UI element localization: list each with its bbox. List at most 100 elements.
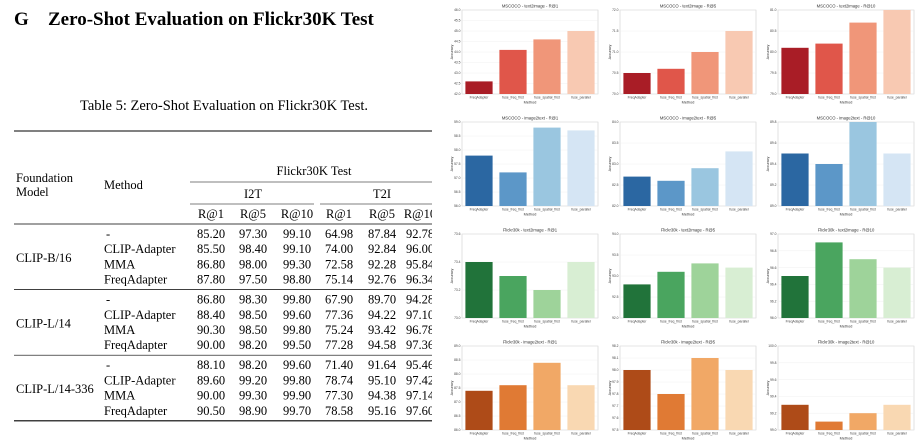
- y-tick-label: 81.0: [770, 8, 777, 12]
- x-tick-label: fuse_spatial_first: [692, 320, 718, 324]
- x-tick-label: fuse_freq_first: [818, 432, 840, 436]
- y-tick-label: 97.5: [612, 428, 619, 432]
- table-cell: 95.46: [406, 358, 432, 372]
- table-cell: 78.58: [325, 404, 353, 418]
- bar: [499, 172, 527, 206]
- table-cell: 77.36: [325, 308, 353, 322]
- y-tick-label: 79.5: [770, 71, 777, 75]
- y-tick-label: 71.5: [612, 29, 619, 33]
- table-cell: 90.30: [197, 323, 225, 337]
- y-tick-label: 83.5: [612, 141, 619, 145]
- header-foundation: Foundation: [16, 171, 74, 185]
- method-label: CLIP-Adapter: [104, 308, 176, 322]
- subplot: Flickr30k - text2image - R@10 96.0 96.2 96.…: [766, 228, 915, 329]
- y-tick-label: 98.2: [612, 344, 619, 348]
- metric-header: R@10: [281, 207, 313, 221]
- table-cell: 94.22: [368, 308, 396, 322]
- bar: [623, 73, 651, 94]
- y-tick-label: 59.0: [454, 120, 461, 124]
- table-cell: 96.34: [406, 273, 432, 287]
- y-tick-label: 94.0: [612, 232, 619, 236]
- x-tick-label: fuse_spatial_first: [850, 432, 876, 436]
- table-cell: 87.84: [368, 227, 397, 241]
- bar: [815, 164, 843, 206]
- bar: [883, 267, 911, 318]
- table-cell: 99.50: [283, 338, 311, 352]
- y-tick-label: 72.0: [612, 8, 619, 12]
- subplot: Flickr30k - text2image - R@1 73.0 73.2 73.4…: [450, 228, 599, 329]
- subplot: MSCOCO - text2image - R@1 42.0 42.5 43.0 43.…: [450, 4, 599, 105]
- y-tick-label: 99.2: [770, 411, 777, 415]
- bar: [725, 370, 753, 430]
- x-tick-label: FreqAdapter: [470, 96, 490, 100]
- table-cell: 97.14: [406, 389, 432, 403]
- table-cell: 77.30: [325, 389, 353, 403]
- method-label: MMA: [104, 257, 135, 271]
- table-cell: 74.00: [325, 242, 353, 256]
- table-cell: 97.50: [239, 273, 267, 287]
- table-cell: 85.20: [197, 227, 225, 241]
- bar: [567, 385, 595, 430]
- table-cell: 96.78: [406, 323, 432, 337]
- y-axis-label: Accuracy: [450, 156, 454, 171]
- metric-header: R@1: [326, 207, 352, 221]
- y-tick-label: 92.0: [612, 316, 619, 320]
- x-tick-label: fuse_parallel: [571, 432, 590, 436]
- y-tick-label: 43.5: [454, 61, 461, 65]
- y-tick-label: 89.8: [770, 120, 777, 124]
- y-tick-label: 84.0: [612, 120, 619, 124]
- x-axis-label: Method: [524, 437, 537, 441]
- bar: [533, 362, 561, 430]
- x-tick-label: fuse_freq_first: [818, 320, 840, 324]
- y-tick-label: 45.0: [454, 29, 461, 33]
- table-cell: 86.80: [197, 257, 225, 271]
- x-tick-label: fuse_spatial_first: [850, 96, 876, 100]
- bar: [623, 370, 651, 430]
- y-tick-label: 96.0: [770, 316, 777, 320]
- table-cell: 99.30: [283, 257, 311, 271]
- y-tick-label: 93.0: [612, 274, 619, 278]
- y-tick-label: 89.4: [770, 162, 777, 166]
- y-tick-label: 71.0: [612, 50, 619, 54]
- subplot-title: MSCOCO - image2text - R@10: [817, 116, 876, 121]
- x-tick-label: fuse_parallel: [887, 432, 906, 436]
- x-tick-label: FreqAdapter: [786, 208, 806, 212]
- table-cell: 98.00: [239, 257, 267, 271]
- y-tick-label: 70.0: [612, 92, 619, 96]
- table-cell: 92.28: [368, 257, 396, 271]
- x-tick-label: FreqAdapter: [470, 432, 490, 436]
- x-axis-label: Method: [682, 437, 695, 441]
- bar: [657, 68, 685, 94]
- subplot-title: Flickr30k - text2image - R@5: [661, 228, 716, 233]
- x-tick-label: FreqAdapter: [470, 320, 490, 324]
- y-tick-label: 56.5: [454, 190, 461, 194]
- y-tick-label: 83.0: [612, 162, 619, 166]
- x-tick-label: fuse_freq_first: [660, 208, 682, 212]
- y-tick-label: 79.0: [770, 92, 777, 96]
- subplot: MSCOCO - image2text - R@10 89.0 89.2 89.4 89…: [766, 116, 915, 217]
- table-cell: 98.20: [239, 338, 267, 352]
- x-axis-label: Method: [682, 325, 695, 329]
- table-cell: 90.00: [197, 338, 225, 352]
- y-tick-label: 82.5: [612, 183, 619, 187]
- bar: [691, 263, 719, 318]
- table-cell: 99.90: [283, 389, 311, 403]
- x-tick-label: FreqAdapter: [628, 208, 648, 212]
- table-cell: 97.36: [406, 338, 432, 352]
- bar: [815, 43, 843, 94]
- y-tick-label: 99.4: [770, 395, 777, 399]
- method-label: MMA: [104, 389, 135, 403]
- y-tick-label: 99.8: [770, 361, 777, 365]
- x-tick-label: fuse_parallel: [729, 96, 748, 100]
- table-caption: Table 5: Zero-Shot Evaluation on Flickr3…: [79, 98, 369, 114]
- subplot-title: Flickr30k - image2text - R@10: [818, 340, 875, 345]
- table-cell: 86.80: [197, 293, 225, 307]
- metric-header: R@10: [404, 207, 432, 221]
- x-tick-label: fuse_spatial_first: [692, 96, 718, 100]
- table-cell: 97.10: [406, 308, 432, 322]
- x-tick-label: fuse_parallel: [571, 320, 590, 324]
- subplot: MSCOCO - image2text - R@1 56.0 56.5 57.0 57.…: [450, 116, 599, 217]
- x-tick-label: fuse_freq_first: [818, 208, 840, 212]
- table-cell: 98.20: [239, 358, 267, 372]
